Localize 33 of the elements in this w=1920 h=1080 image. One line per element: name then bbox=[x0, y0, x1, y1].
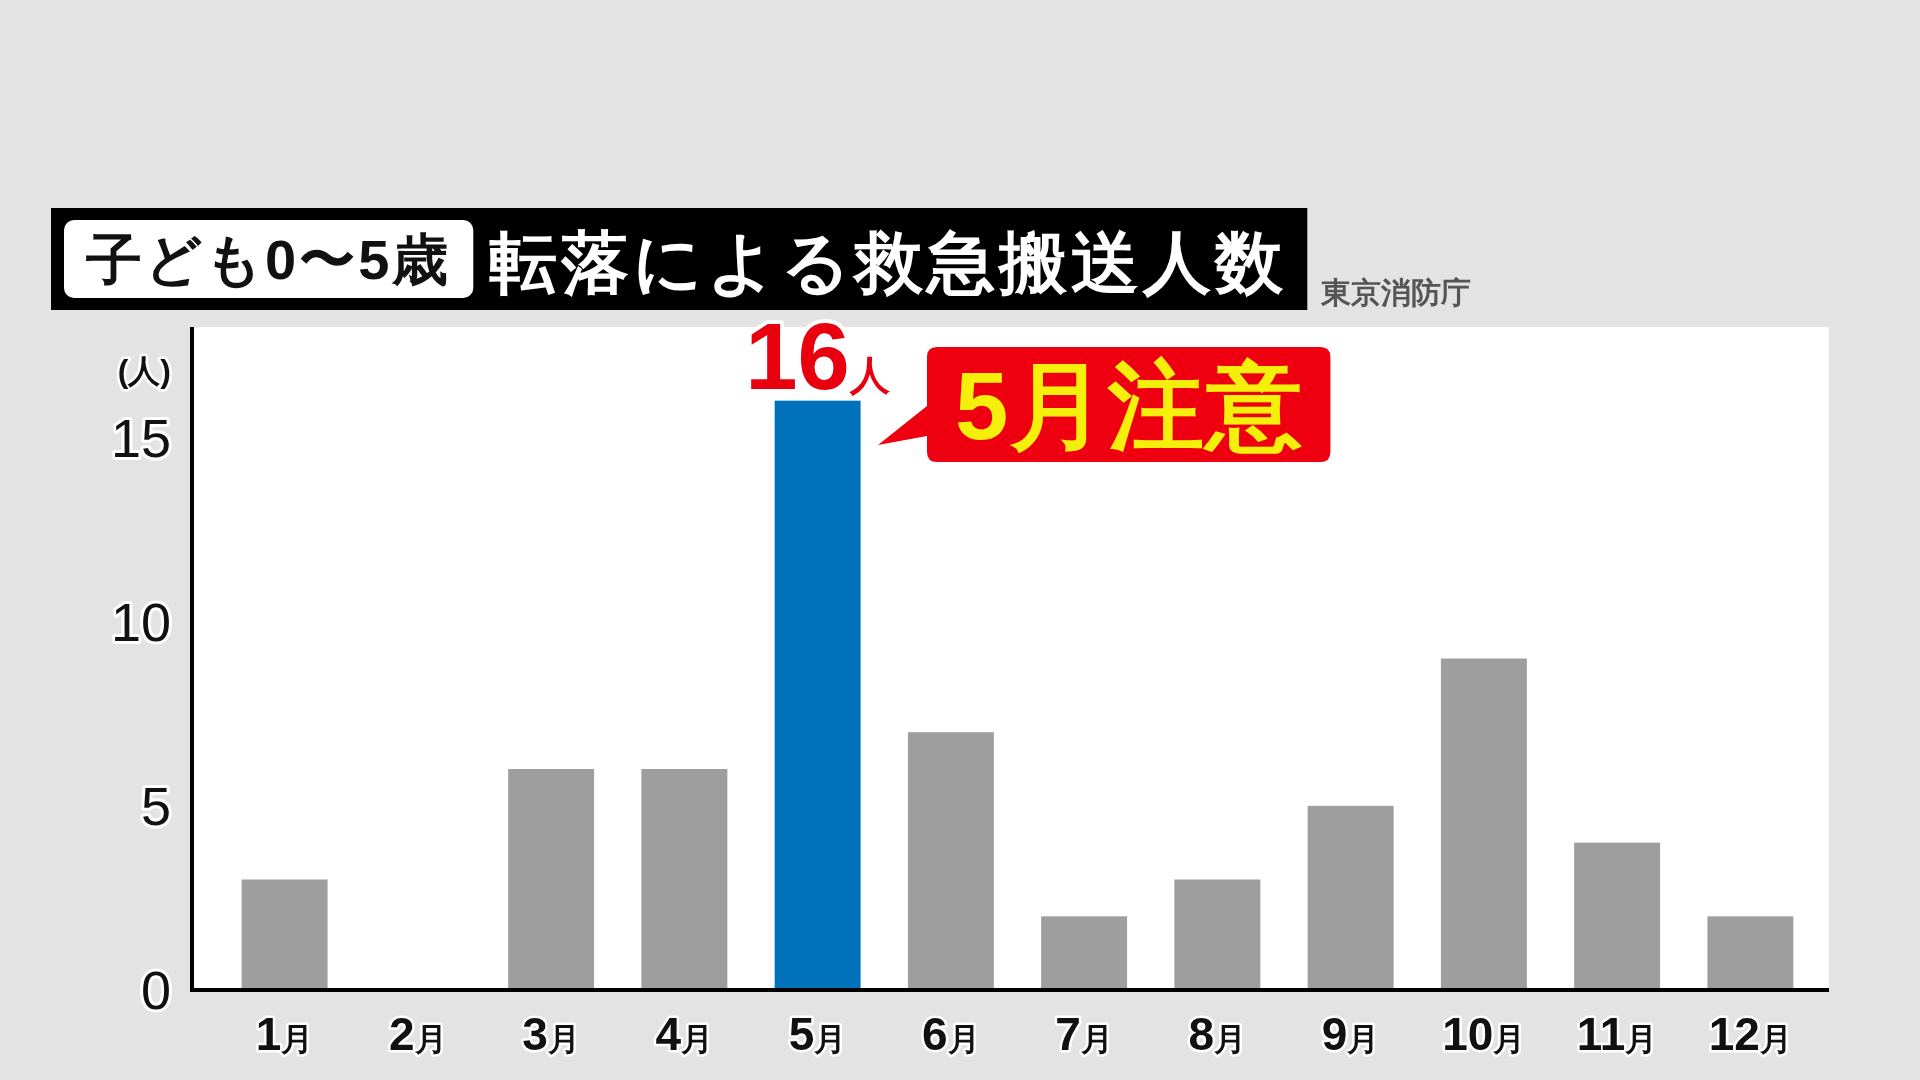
x-tick-label: 2月 bbox=[389, 1008, 447, 1060]
x-tick-label: 7月 bbox=[1055, 1008, 1113, 1060]
bar bbox=[1041, 916, 1128, 990]
y-tick-label: 10 bbox=[110, 591, 171, 652]
bar bbox=[1174, 879, 1261, 990]
chart-title: 転落による救急搬送人数 bbox=[489, 224, 1288, 300]
bar bbox=[1307, 805, 1394, 990]
text: 東京消防庁 bbox=[1320, 276, 1472, 309]
bar bbox=[241, 879, 328, 990]
bar bbox=[1707, 916, 1794, 990]
data-label: 16人 bbox=[745, 303, 891, 409]
x-tick-label: 5月 bbox=[788, 1008, 847, 1060]
x-tick-label: 12月 bbox=[1708, 1008, 1792, 1060]
x-tick-label: 11月 bbox=[1576, 1008, 1658, 1060]
bar bbox=[774, 400, 861, 990]
x-tick-label: 8月 bbox=[1188, 1008, 1247, 1060]
x-tick-label: 10月 bbox=[1442, 1008, 1526, 1060]
y-tick-label: 5 bbox=[140, 775, 171, 836]
x-tick-label: 4月 bbox=[655, 1008, 714, 1060]
annotation: 5月注意 bbox=[955, 352, 1305, 459]
bar bbox=[641, 769, 728, 990]
x-tick-label: 3月 bbox=[522, 1008, 580, 1060]
bar bbox=[1440, 658, 1527, 990]
x-tick-label: 1月 bbox=[255, 1008, 314, 1060]
x-tick-label: 6月 bbox=[922, 1008, 980, 1060]
y-tick-label: 0 bbox=[140, 960, 171, 1020]
bar bbox=[508, 769, 595, 990]
y-axis-title: (人) bbox=[117, 353, 171, 389]
y-tick-label: 15 bbox=[110, 407, 171, 468]
bar bbox=[907, 732, 994, 990]
bar bbox=[1574, 842, 1661, 990]
chart-subtitle: 子ども0〜5歳 bbox=[85, 228, 452, 291]
x-tick-label: 9月 bbox=[1321, 1008, 1380, 1060]
